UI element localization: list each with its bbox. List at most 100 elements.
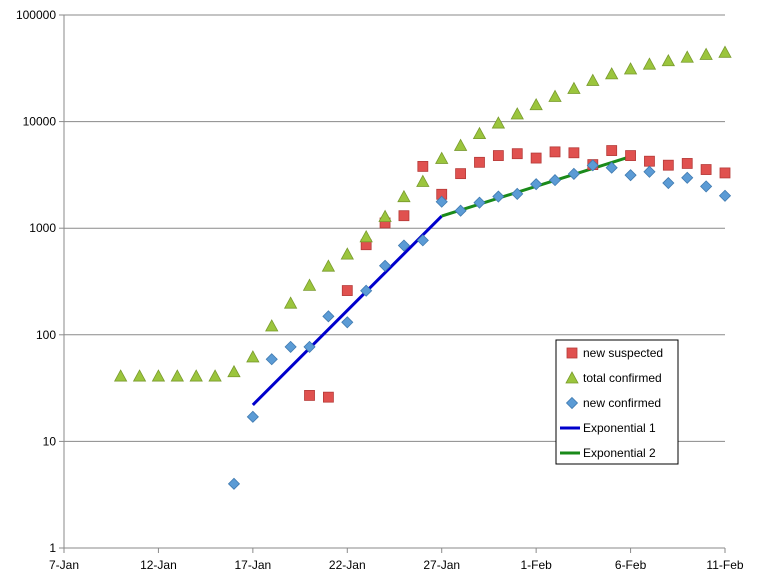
new-suspected-point — [455, 168, 467, 180]
total-confirmed-point — [151, 369, 166, 382]
new-confirmed-point — [246, 410, 259, 423]
total-confirmed-point — [605, 67, 619, 80]
data-points — [113, 45, 732, 490]
new-suspected-point — [530, 152, 542, 164]
y-tick-label: 100000 — [16, 8, 56, 22]
new-suspected-point — [511, 148, 523, 160]
total-confirmed-point — [472, 126, 487, 140]
total-confirmed-point — [567, 81, 581, 94]
new-confirmed-point — [322, 310, 335, 323]
x-tick-label: 27-Jan — [423, 558, 460, 572]
x-tick-label: 7-Jan — [49, 558, 79, 572]
legend-item: Exponential 2 — [560, 446, 656, 460]
total-confirmed-point — [661, 53, 676, 67]
total-confirmed-point — [302, 278, 317, 291]
y-tick-label: 1000 — [29, 221, 56, 235]
new-suspected-point — [700, 164, 712, 175]
new-suspected-point — [398, 210, 410, 222]
total-confirmed-point — [586, 73, 600, 86]
y-tick-label: 100 — [36, 328, 56, 342]
total-confirmed-point — [113, 369, 128, 382]
legend-label: Exponential 1 — [583, 421, 656, 435]
new-confirmed-point — [473, 196, 486, 209]
new-suspected-point — [322, 391, 334, 403]
total-confirmed-point — [491, 116, 506, 129]
x-tick-label: 17-Jan — [235, 558, 272, 572]
new-confirmed-point — [586, 159, 599, 172]
new-confirmed-point — [605, 161, 618, 174]
new-confirmed-point — [227, 477, 241, 490]
total-confirmed-point — [416, 174, 430, 187]
total-confirmed-point — [529, 97, 543, 111]
total-confirmed-point — [680, 50, 694, 63]
new-confirmed-point — [643, 165, 656, 178]
y-tick-label: 10000 — [23, 115, 57, 129]
new-confirmed-point — [662, 176, 675, 190]
total-confirmed-point — [435, 151, 449, 164]
legend-marker-swatch — [565, 371, 579, 384]
total-confirmed-point — [359, 229, 373, 243]
total-confirmed-point — [189, 369, 203, 382]
new-confirmed-point — [567, 167, 580, 180]
total-confirmed-point — [170, 369, 184, 382]
new-suspected-point — [681, 158, 693, 169]
y-tick-label: 1 — [49, 541, 56, 555]
new-suspected-point — [304, 390, 315, 401]
new-confirmed-point — [397, 239, 411, 252]
legend-item: Exponential 1 — [560, 421, 656, 435]
x-tick-label: 22-Jan — [329, 558, 366, 572]
total-confirmed-point — [265, 319, 279, 332]
new-confirmed-point — [492, 190, 505, 203]
new-confirmed-point — [700, 180, 713, 193]
new-confirmed-point — [511, 187, 524, 200]
legend-marker-swatch — [565, 396, 579, 410]
new-suspected-point — [474, 156, 485, 168]
new-confirmed-point — [360, 284, 373, 297]
total-confirmed-point — [453, 138, 468, 151]
new-suspected-point — [606, 145, 618, 156]
fit-line-1 — [251, 214, 443, 406]
total-confirmed-point — [340, 247, 354, 260]
total-confirmed-point — [510, 107, 524, 120]
total-confirmed-point — [132, 369, 147, 382]
new-confirmed-point — [303, 340, 316, 353]
legend-label: new confirmed — [583, 396, 661, 410]
new-confirmed-point — [624, 169, 637, 182]
total-confirmed-point — [378, 209, 392, 222]
x-tick-label: 1-Feb — [520, 558, 552, 572]
total-confirmed-point — [208, 369, 222, 382]
new-suspected-point — [644, 155, 655, 167]
total-confirmed-point — [718, 45, 732, 58]
total-confirmed-point — [321, 259, 336, 272]
new-confirmed-point — [416, 234, 429, 247]
legend-item: new suspected — [566, 346, 663, 360]
legend-label: total confirmed — [583, 371, 662, 385]
total-confirmed-point — [246, 350, 260, 363]
x-tick-label: 6-Feb — [615, 558, 647, 572]
legend-item: total confirmed — [565, 371, 662, 385]
legend: new suspected total confirmed new confirme… — [555, 339, 679, 465]
legend-label: Exponential 2 — [583, 446, 656, 460]
total-confirmed-point — [623, 62, 638, 75]
total-confirmed-point — [699, 47, 713, 60]
new-confirmed-point — [265, 353, 278, 366]
legend-item: new confirmed — [565, 396, 661, 410]
legend-marker-swatch — [566, 347, 578, 359]
new-confirmed-point — [530, 178, 543, 191]
new-suspected-point — [549, 146, 561, 158]
new-confirmed-point — [378, 259, 392, 272]
total-confirmed-point — [642, 57, 657, 70]
new-confirmed-point — [681, 171, 694, 184]
x-tick-label: 11-Feb — [706, 558, 743, 572]
total-confirmed-point — [283, 296, 298, 309]
new-confirmed-point — [284, 340, 297, 353]
new-suspected-point — [625, 150, 636, 161]
total-confirmed-point — [397, 189, 411, 203]
legend-label: new suspected — [583, 346, 663, 360]
new-suspected-point — [568, 147, 580, 159]
total-confirmed-point — [548, 89, 562, 102]
new-suspected-point — [341, 285, 353, 296]
total-confirmed-point — [227, 364, 241, 378]
new-confirmed-point — [454, 204, 467, 217]
